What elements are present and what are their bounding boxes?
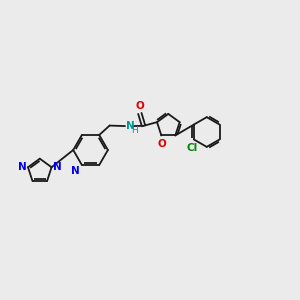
Text: N: N <box>71 166 80 176</box>
Text: N: N <box>18 162 26 172</box>
Text: N: N <box>126 121 135 131</box>
Text: O: O <box>136 101 144 111</box>
Text: O: O <box>158 139 166 149</box>
Text: N: N <box>53 162 62 172</box>
Text: Cl: Cl <box>187 143 198 153</box>
Text: H: H <box>131 126 137 135</box>
